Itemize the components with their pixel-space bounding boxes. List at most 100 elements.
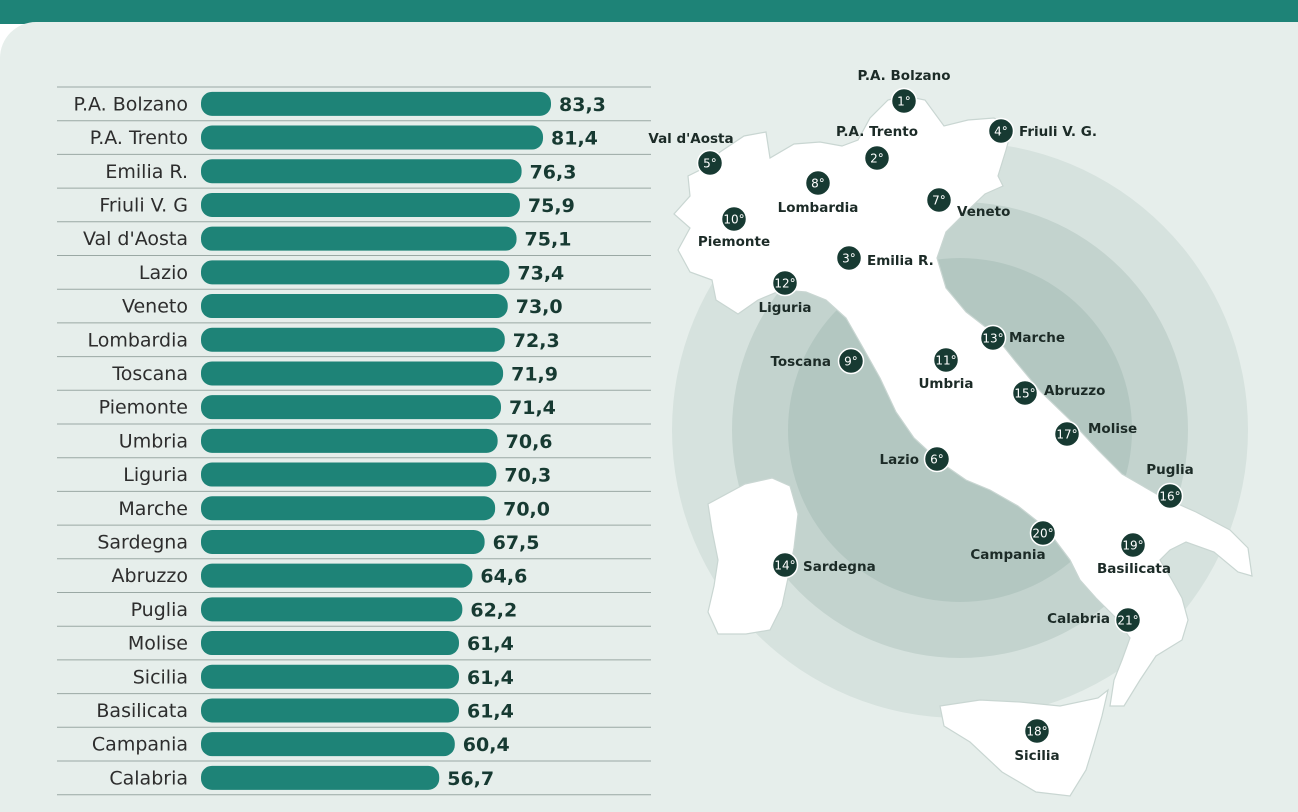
value-label: 61,4: [467, 667, 514, 689]
region-name: Campania: [970, 547, 1045, 563]
category-label: Calabria: [109, 767, 188, 789]
rank-marker: [1011, 379, 1039, 407]
bar: [201, 327, 505, 352]
rank-marker: [923, 445, 951, 473]
value-label: 73,0: [516, 296, 563, 318]
rank-marker: [835, 244, 863, 272]
category-label: Umbria: [119, 430, 188, 452]
value-label: 70,6: [506, 431, 553, 453]
peninsula-shape: [673, 95, 1253, 707]
rank-number: 16°: [1159, 490, 1180, 504]
value-label: 61,4: [467, 700, 514, 722]
bar: [201, 294, 508, 319]
category-label: Campania: [92, 734, 188, 756]
region-name: Lombardia: [778, 200, 859, 216]
category-label: Basilicata: [96, 700, 188, 722]
region-name: Emilia R.: [867, 253, 934, 269]
bar: [201, 361, 504, 386]
rank-marker: [804, 169, 832, 197]
region-name: Puglia: [1146, 462, 1194, 478]
rank-marker: [1053, 420, 1081, 448]
rank-number: 10°: [723, 213, 744, 227]
rank-number: 9°: [844, 355, 858, 369]
rank-number: 14°: [774, 559, 795, 573]
region-name: Basilicata: [1097, 561, 1171, 577]
category-label: Liguria: [123, 464, 188, 486]
rank-marker: [1029, 519, 1057, 547]
rank-number: 7°: [932, 194, 946, 208]
bar: [201, 664, 459, 689]
rank-number: 5°: [703, 157, 717, 171]
category-label: Lombardia: [87, 329, 188, 351]
category-label: Sardegna: [97, 531, 188, 553]
rank-number: 3°: [842, 252, 856, 266]
category-label: Veneto: [122, 296, 188, 318]
rank-number: 15°: [1014, 387, 1035, 401]
bar: [201, 732, 455, 757]
bar: [201, 462, 497, 487]
rank-marker: [925, 186, 953, 214]
value-label: 76,3: [530, 161, 577, 183]
region-name: Friuli V. G.: [1019, 124, 1097, 140]
category-label: Molise: [128, 633, 188, 655]
category-label: Abruzzo: [112, 565, 188, 587]
rank-marker: [1156, 482, 1184, 510]
bar: [201, 159, 522, 184]
region-name: Toscana: [770, 354, 831, 370]
bar: [201, 226, 517, 251]
bar: [201, 428, 498, 453]
value-label: 83,3: [559, 94, 606, 116]
rank-marker: [771, 269, 799, 297]
category-label: P.A. Bolzano: [73, 93, 188, 115]
rank-number: 1°: [897, 95, 911, 109]
rank-marker: [720, 205, 748, 233]
value-label: 64,6: [480, 566, 527, 588]
value-label: 73,4: [517, 262, 564, 284]
bar: [201, 631, 459, 656]
bar: [201, 91, 551, 116]
value-label: 70,3: [504, 465, 551, 487]
rank-marker: [1023, 717, 1051, 745]
category-label: Puglia: [131, 599, 188, 621]
value-label: 72,3: [513, 330, 560, 352]
rank-number: 12°: [774, 277, 795, 291]
rank-number: 17°: [1056, 428, 1077, 442]
value-label: 71,4: [509, 397, 556, 419]
rank-marker: [1119, 531, 1147, 559]
value-label: 81,4: [551, 128, 598, 150]
sardegna-shape: [707, 477, 799, 635]
category-label: Toscana: [111, 363, 188, 385]
value-label: 75,1: [525, 229, 572, 251]
rank-number: 13°: [982, 332, 1003, 346]
region-name: Sicilia: [1014, 748, 1059, 764]
bar: [201, 597, 463, 622]
region-name: Marche: [1009, 330, 1065, 346]
rank-number: 21°: [1117, 614, 1138, 628]
header-band: [0, 0, 1298, 24]
bar: [201, 765, 440, 790]
bar: [201, 496, 496, 521]
rank-number: 2°: [870, 152, 884, 166]
rank-marker: [863, 144, 891, 172]
region-name: Calabria: [1047, 611, 1110, 627]
rank-marker: [890, 87, 918, 115]
region-name: Lazio: [880, 452, 919, 468]
bar: [201, 125, 544, 150]
category-label: Piemonte: [99, 397, 188, 419]
category-label: Friuli V. G: [99, 194, 188, 216]
category-label: P.A. Trento: [90, 127, 188, 149]
region-name: Molise: [1088, 421, 1137, 437]
value-label: 61,4: [467, 633, 514, 655]
value-label: 70,0: [503, 498, 550, 520]
bar: [201, 529, 485, 554]
category-label: Emilia R.: [105, 161, 188, 183]
rank-marker: [987, 117, 1015, 145]
rank-number: 18°: [1026, 725, 1047, 739]
region-name: Umbria: [918, 376, 973, 392]
value-label: 71,9: [511, 363, 558, 385]
bar: [201, 395, 501, 420]
bar: [201, 192, 520, 217]
rank-number: 4°: [994, 125, 1008, 139]
